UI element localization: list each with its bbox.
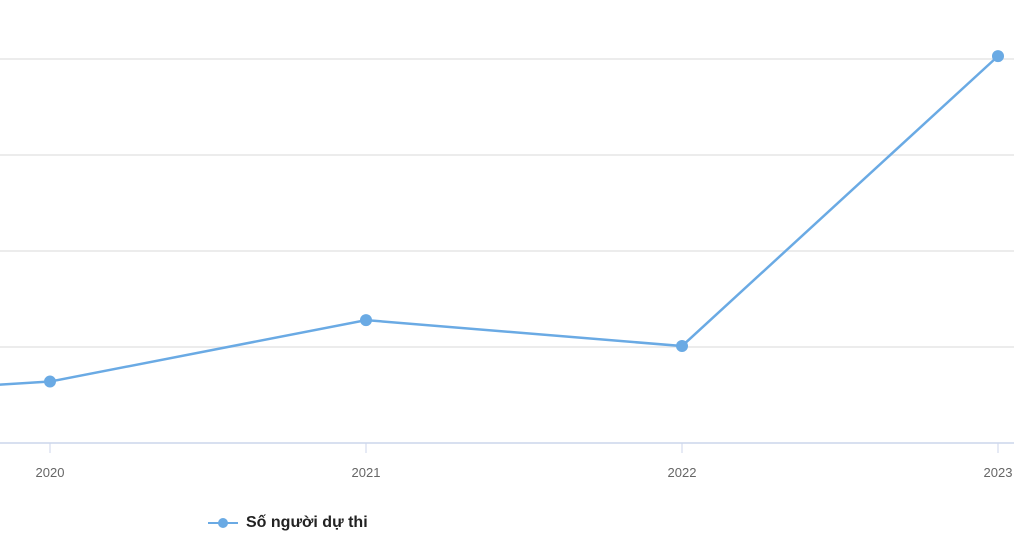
data-point [676,340,688,353]
series-line [0,55,999,386]
legend-marker-icon [208,518,238,528]
data-point [992,50,1004,63]
x-tick-label: 2020 [36,465,65,480]
legend-label: Số người dự thi [246,514,368,531]
x-tick-label: 2023 [984,465,1013,480]
data-point [360,314,372,327]
data-point [44,375,56,388]
legend-item[interactable]: Số người dự thi [208,514,368,532]
x-tick-label: 2021 [352,465,381,480]
x-tick-label: 2022 [668,465,697,480]
